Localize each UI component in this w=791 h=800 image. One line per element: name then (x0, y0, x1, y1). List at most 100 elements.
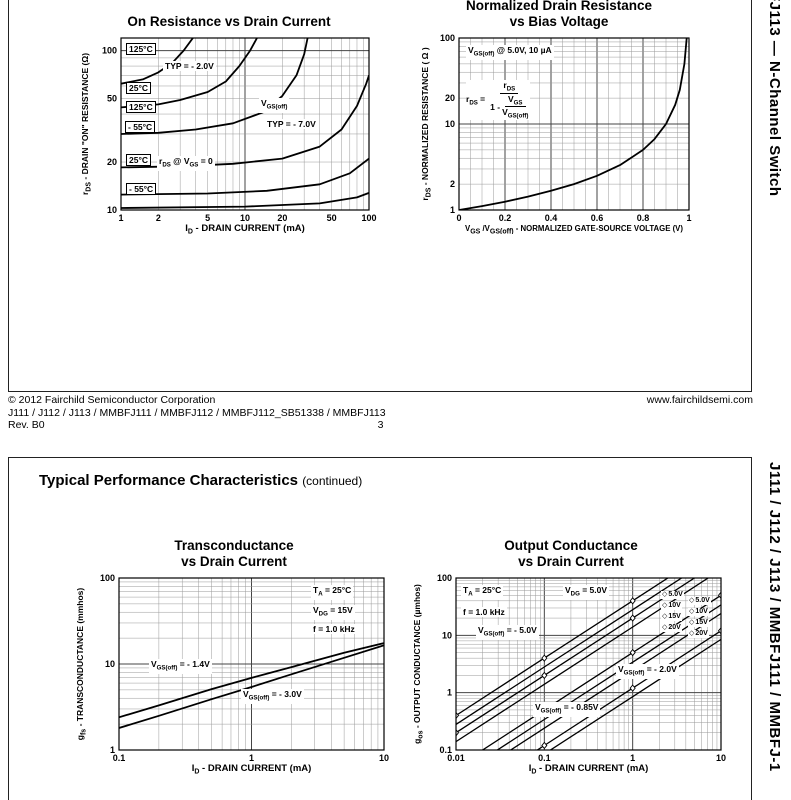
diamond-marker-icon: ◇ (689, 608, 695, 615)
svg-text:1: 1 (249, 753, 254, 763)
svg-text:10: 10 (445, 119, 455, 129)
svg-text:gfs​ - TRANSCONDUCTANCE (mmhos: gfs​ - TRANSCONDUCTANCE (mmhos) (75, 588, 88, 741)
chart-title: vs Drain Current (518, 554, 624, 569)
chart-annotation: VGS(off) @ 5.0V, 10 µA (466, 45, 554, 60)
sidebar-part-title-bottom: J111 / J112 / J113 / MMBFJ111 / MMBFJ-1 (766, 462, 783, 772)
svg-text:20: 20 (107, 157, 117, 167)
diamond-marker-icon: ◇ (689, 630, 695, 637)
page-number: 3 (377, 419, 384, 431)
chart-normalized-drain-resistance: Normalized Drain Resistance vs Bias Volt… (399, 0, 719, 234)
svg-text:100: 100 (102, 46, 117, 56)
svg-text:0.2: 0.2 (499, 213, 512, 223)
diamond-marker-icon: ◇ (689, 619, 695, 626)
chart-title: On Resistance vs Drain Current (127, 14, 331, 29)
section-heading: Typical Performance Characteristics (con… (39, 472, 363, 489)
svg-text:50: 50 (107, 94, 117, 104)
curve-label: ◇ 5.0V (688, 597, 711, 605)
svg-text:10: 10 (105, 659, 115, 669)
chart-annotation: VGS(off) (259, 98, 290, 113)
plot-area: 1 2 5 10 20 50 100 10 20 50 100 ID​ - DRAIN CURRENT… (79, 32, 379, 234)
svg-text:2: 2 (450, 179, 455, 189)
diamond-marker-icon: ◇ (662, 602, 668, 609)
sidebar-part-title-top: FJ113 — N-Channel Switch (766, 0, 783, 197)
svg-text:ID​ - DRAIN CURRENT (mA): ID​ - DRAIN CURRENT (mA) (192, 763, 312, 774)
svg-text:ID​ - DRAIN CURRENT (mA): ID​ - DRAIN CURRENT (mA) (529, 763, 649, 774)
svg-text:gos​ - OUTPUT CONDUCTANCE (µmh: gos​ - OUTPUT CONDUCTANCE (µmhos) (412, 584, 425, 744)
chart-annotation: TA = 25°C (311, 585, 354, 600)
chart-annotation: 25°C (126, 154, 151, 166)
chart-annotation: VGS(off) = - 1.4V (149, 659, 212, 674)
copyright-text: © 2012 Fairchild Semiconductor Corporati… (8, 394, 216, 406)
plot-area: 0 0.2 0.4 0.6 0.8 1 1 2 10 20 100 VGS​ /VGS(off)​ -… (419, 32, 699, 234)
chart-annotation: f = 1.0 kHz (311, 624, 357, 634)
chart-annotation: - 55°C (125, 121, 156, 133)
svg-text:0.4: 0.4 (545, 213, 558, 223)
chart-annotation: VDG = 5.0V (563, 585, 610, 600)
diamond-marker-icon: ◇ (689, 597, 695, 604)
svg-text:100: 100 (100, 573, 115, 583)
svg-text:1: 1 (630, 753, 635, 763)
svg-text:100: 100 (440, 33, 455, 43)
svg-text:VGS​ /VGS(off)​ - NORMALIZED G: VGS​ /VGS(off)​ - NORMALIZED GATE-SOURCE… (465, 224, 683, 234)
formula-fraction: rDS 1 - VGS VGS(off) (490, 80, 529, 121)
page1-content-frame: On Resistance vs Drain Current 1 2 5 10 20 50… (8, 0, 752, 392)
formula-lhs: rDS = (466, 93, 486, 107)
chart-annotation: VGS(off) = - 5.0V (476, 625, 539, 640)
chart-title: Transconductance (174, 538, 294, 553)
chart-annotation: 25°C (126, 82, 151, 94)
chart-on-resistance: On Resistance vs Drain Current 1 2 5 10 20 50… (64, 14, 394, 234)
curve-label: ◇ 10V (688, 608, 709, 616)
diamond-marker-icon: ◇ (662, 613, 668, 620)
svg-text:100: 100 (361, 213, 376, 223)
svg-text:1: 1 (447, 688, 452, 698)
page1-footer-row3: Rev. B0 3 (8, 419, 753, 431)
svg-text:20: 20 (277, 213, 287, 223)
svg-text:1: 1 (110, 745, 115, 755)
curve-label: ◇ 5.0V (661, 591, 684, 599)
svg-text:10: 10 (379, 753, 389, 763)
curve-label: ◇ 10V (661, 602, 682, 610)
svg-text:10: 10 (240, 213, 250, 223)
curve-label: ◇ 15V (688, 619, 709, 627)
chart-annotation: f = 1.0 kHz (461, 607, 507, 617)
chart-annotation: 125°C (126, 101, 156, 113)
svg-text:0: 0 (456, 213, 461, 223)
svg-text:5: 5 (205, 213, 210, 223)
website-link[interactable]: www.fairchildsemi.com (646, 394, 753, 406)
resistance-formula: rDS = rDS 1 - VGS VGS(off) (466, 80, 531, 121)
chart-annotation: VGS(off) = - 3.0V (241, 689, 304, 704)
curve-label: ◇ 20V (688, 630, 709, 638)
section-heading-continued: (continued) (302, 474, 363, 488)
chart-title: vs Drain Current (181, 554, 287, 569)
chart-title: vs Bias Voltage (509, 14, 609, 29)
revision-text: Rev. B0 (8, 419, 45, 431)
curve-label: ◇ 15V (661, 613, 682, 621)
chart-annotation: 125°C (126, 43, 156, 55)
svg-text:0.1: 0.1 (113, 753, 126, 763)
chart-annotation: TYP = - 2.0V (163, 61, 216, 71)
svg-text:0.6: 0.6 (591, 213, 604, 223)
chart-title: Output Conductance (504, 538, 638, 553)
chart-annotation: TA = 25°C (461, 585, 504, 600)
svg-text:rDS​ - NORMALIZED RESISTANCE (: rDS​ - NORMALIZED RESISTANCE ( Ω ) (420, 47, 433, 201)
svg-text:10: 10 (716, 753, 726, 763)
svg-text:1: 1 (686, 213, 691, 223)
svg-text:rDS​ - DRAIN "ON" RESISTANCE (: rDS​ - DRAIN "ON" RESISTANCE (Ω) (80, 53, 93, 195)
svg-text:2: 2 (156, 213, 161, 223)
svg-text:1: 1 (450, 205, 455, 215)
svg-text:ID​ - DRAIN CURRENT (mA): ID​ - DRAIN CURRENT (mA) (185, 223, 305, 234)
svg-text:0.01: 0.01 (447, 753, 465, 763)
diamond-marker-icon: ◇ (662, 624, 668, 631)
svg-text:20: 20 (445, 93, 455, 103)
chart-annotation: VDG = 15V (311, 605, 355, 620)
svg-text:10: 10 (107, 205, 117, 215)
svg-text:1: 1 (118, 213, 123, 223)
chart-title: Normalized Drain Resistance (465, 0, 653, 13)
page1-footer-row1: © 2012 Fairchild Semiconductor Corporati… (8, 394, 753, 406)
svg-text:10: 10 (442, 630, 452, 640)
chart-annotation: - 55°C (126, 183, 157, 195)
svg-text:0.8: 0.8 (637, 213, 650, 223)
